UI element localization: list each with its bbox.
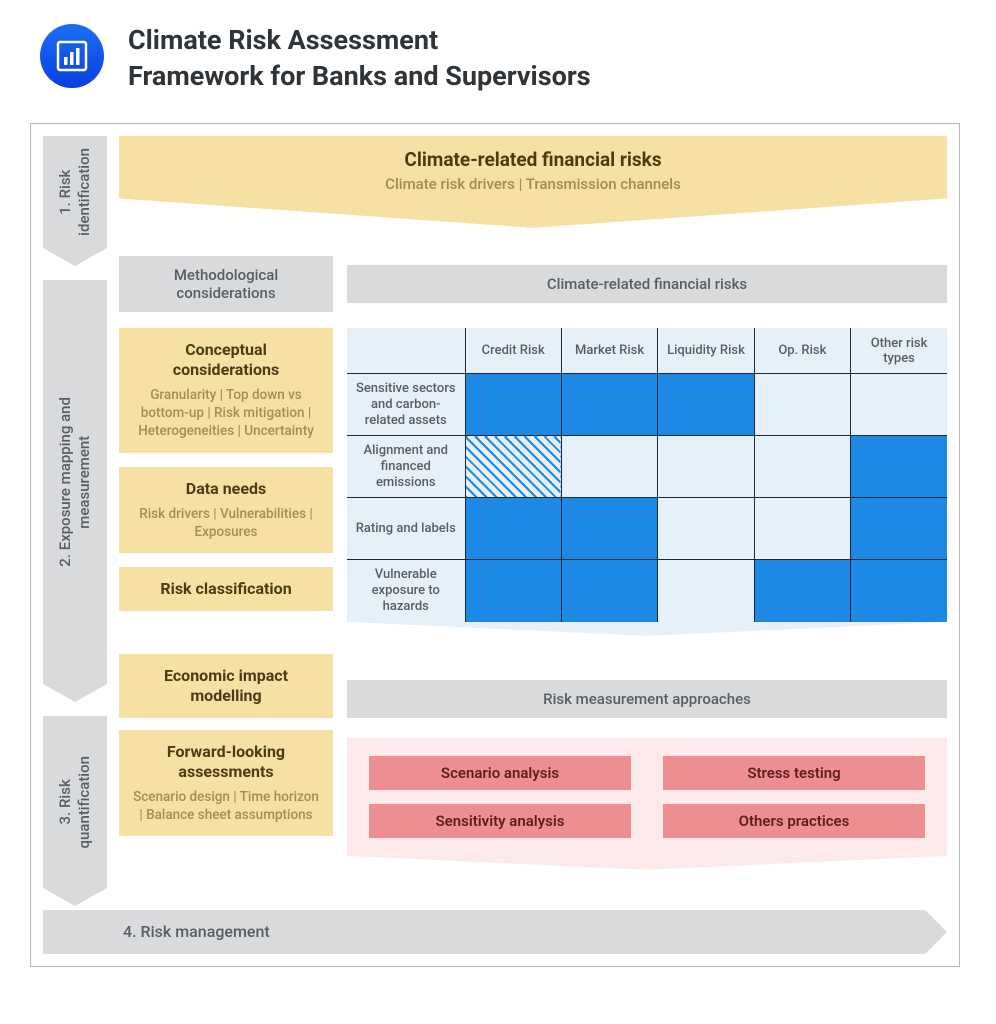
matrix-row-3: Vulnerable exposure to hazards — [347, 560, 947, 622]
stage-4-label: 4. Risk management — [123, 922, 270, 941]
row-1-label: Alignment and financed emissions — [347, 436, 465, 498]
forward-looking-detail: Scenario design | Time horizon | Balance… — [133, 788, 319, 824]
cell-2-2 — [658, 498, 754, 560]
banner-title: Climate-related financial risks — [404, 148, 661, 171]
risk-classification-title: Risk classification — [133, 579, 319, 599]
cell-0-4 — [851, 374, 947, 436]
forward-looking-card: Forward-looking assessments Scenario des… — [119, 730, 333, 836]
cell-0-2 — [658, 374, 754, 436]
cell-3-4 — [851, 560, 947, 622]
cell-0-3 — [754, 374, 850, 436]
matrix-row-0: Sensitive sectors and carbon-related ass… — [347, 374, 947, 436]
cell-3-2 — [658, 560, 754, 622]
col-market: Market Risk — [561, 328, 657, 374]
stage-column: 1. Risk identification 2. Exposure mappi… — [43, 136, 107, 888]
main-column: Climate-related financial risks Climate … — [119, 136, 947, 888]
economic-impact-title: Economic impact modelling — [133, 666, 319, 706]
framework-diagram: 1. Risk identification 2. Exposure mappi… — [30, 123, 960, 967]
row-0-label: Sensitive sectors and carbon-related ass… — [347, 374, 465, 436]
economic-impact-card: Economic impact modelling — [119, 654, 333, 718]
stage-4-arrow: 4. Risk management — [43, 910, 925, 954]
title-line-2: Framework for Banks and Supervisors — [128, 58, 591, 94]
cell-2-0 — [465, 498, 561, 560]
risk-matrix: Credit Risk Market Risk Liquidity Risk O… — [347, 328, 947, 622]
row-3-label: Vulnerable exposure to hazards — [347, 560, 465, 622]
right-header-card: Climate-related financial risks — [347, 265, 947, 303]
cell-3-0 — [465, 560, 561, 622]
stage-1-label: 1. Risk identification — [56, 148, 94, 236]
data-needs-title: Data needs — [133, 479, 319, 499]
methodological-card: Methodological considerations — [119, 256, 333, 312]
cell-3-1 — [561, 560, 657, 622]
stage-3-label: 3. Risk quantification — [56, 756, 94, 848]
approaches-panel: Scenario analysis Stress testing Sensiti… — [347, 738, 947, 856]
cell-1-1 — [561, 436, 657, 498]
approach-sensitivity: Sensitivity analysis — [369, 804, 631, 838]
col-other: Other risk types — [851, 328, 947, 374]
cell-1-3 — [754, 436, 850, 498]
stage-1-arrow: 1. Risk identification — [43, 136, 107, 248]
page-title: Climate Risk Assessment Framework for Ba… — [128, 20, 591, 95]
approach-stress: Stress testing — [663, 756, 925, 790]
cell-2-4 — [851, 498, 947, 560]
col-liquidity: Liquidity Risk — [658, 328, 754, 374]
col-op: Op. Risk — [754, 328, 850, 374]
row-2-label: Rating and labels — [347, 498, 465, 560]
stage-2-arrow: 2. Exposure mapping and measurement — [43, 280, 107, 684]
page-header: Climate Risk Assessment Framework for Ba… — [30, 20, 966, 95]
conceptual-card: Conceptual considerations Granularity | … — [119, 328, 333, 453]
title-line-1: Climate Risk Assessment — [128, 22, 591, 58]
bar-chart-icon — [40, 24, 104, 88]
banner: Climate-related financial risks Climate … — [119, 136, 947, 228]
conceptual-title: Conceptual considerations — [133, 340, 319, 380]
cell-0-1 — [561, 374, 657, 436]
risk-classification-card: Risk classification — [119, 567, 333, 611]
data-needs-detail: Risk drivers | Vulnerabilities | Exposur… — [133, 505, 319, 541]
cell-2-3 — [754, 498, 850, 560]
bar-chart-icon-svg — [55, 39, 89, 73]
data-needs-card: Data needs Risk drivers | Vulnerabilitie… — [119, 467, 333, 553]
matrix-row-2: Rating and labels — [347, 498, 947, 560]
cell-1-0 — [465, 436, 561, 498]
measurement-header-card: Risk measurement approaches — [347, 680, 947, 718]
banner-subtitle: Climate risk drivers | Transmission chan… — [385, 175, 681, 193]
matrix-corner — [347, 328, 465, 374]
cell-1-4 — [851, 436, 947, 498]
matrix-header-row: Credit Risk Market Risk Liquidity Risk O… — [347, 328, 947, 374]
stage-2-label: 2. Exposure mapping and measurement — [56, 397, 94, 567]
approach-others: Others practices — [663, 804, 925, 838]
stage-3-arrow: 3. Risk quantification — [43, 716, 107, 888]
approach-scenario: Scenario analysis — [369, 756, 631, 790]
cell-3-3 — [754, 560, 850, 622]
cell-0-0 — [465, 374, 561, 436]
risk-matrix-table: Credit Risk Market Risk Liquidity Risk O… — [347, 328, 947, 622]
col-credit: Credit Risk — [465, 328, 561, 374]
forward-looking-title: Forward-looking assessments — [133, 742, 319, 782]
matrix-row-1: Alignment and financed emissions — [347, 436, 947, 498]
conceptual-detail: Granularity | Top down vs bottom-up | Ri… — [133, 386, 319, 441]
cell-2-1 — [561, 498, 657, 560]
cell-1-2 — [658, 436, 754, 498]
